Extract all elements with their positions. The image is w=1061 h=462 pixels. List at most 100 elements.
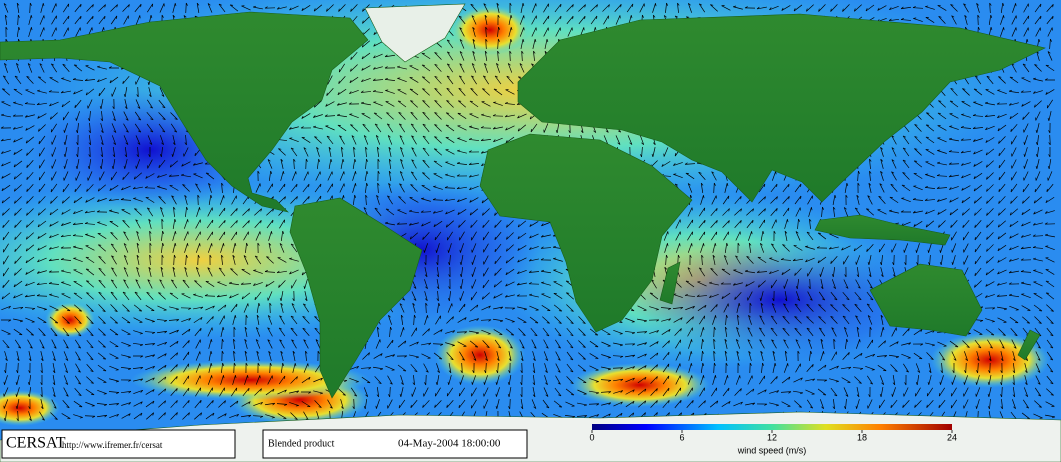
wind-patch xyxy=(570,363,710,407)
wind-arrow xyxy=(434,112,442,120)
wind-arrow xyxy=(184,243,189,253)
wind-arrow xyxy=(797,350,800,362)
wind-arrow xyxy=(469,125,479,130)
wind-arrow xyxy=(998,208,1006,216)
wind-arrow xyxy=(123,267,129,277)
wind-arrow xyxy=(182,279,190,289)
wind-arrow xyxy=(13,137,23,143)
wind-arrow xyxy=(26,328,34,336)
wind-arrow xyxy=(146,123,154,133)
wind-arrow xyxy=(1,319,12,322)
wind-arrow xyxy=(17,14,20,26)
wind-arrow xyxy=(493,306,504,310)
wind-arrow xyxy=(734,208,742,216)
wind-arrow xyxy=(25,244,35,252)
wind-arrow xyxy=(269,362,272,374)
wind-arrow xyxy=(1000,15,1005,25)
wind-arrow xyxy=(687,267,693,277)
wind-arrow xyxy=(278,327,286,337)
wind-arrow xyxy=(421,342,432,346)
wind-arrow xyxy=(184,266,188,277)
wind-arrow xyxy=(63,147,68,158)
wind-arrow xyxy=(207,327,213,337)
wind-arrow xyxy=(365,194,368,206)
wind-arrow xyxy=(303,363,309,373)
wind-arrow xyxy=(831,266,836,278)
wind-arrow xyxy=(25,136,35,144)
wind-arrow xyxy=(459,63,465,73)
wind-arrow xyxy=(421,197,431,202)
wind-arrow xyxy=(494,268,502,276)
wind-arrow xyxy=(795,278,800,290)
wind-arrow xyxy=(301,113,311,119)
wind-arrow xyxy=(253,282,263,286)
wind-arrow xyxy=(698,267,706,277)
wind-arrow xyxy=(195,231,201,241)
wind-arrow xyxy=(195,243,201,253)
wind-arrow xyxy=(49,77,59,83)
wind-arrow xyxy=(109,220,119,227)
wind-arrow xyxy=(986,196,994,204)
wind-arrow xyxy=(123,123,129,133)
wind-arrow xyxy=(98,244,106,252)
wind-arrow xyxy=(469,197,479,203)
wind-arrow xyxy=(508,38,513,49)
wind-arrow xyxy=(182,340,190,348)
wind-arrow xyxy=(230,231,238,241)
wind-arrow xyxy=(459,351,465,361)
wind-arrow xyxy=(1009,245,1019,251)
wind-arrow xyxy=(844,266,847,278)
wind-arrow xyxy=(62,15,70,25)
wind-arrow xyxy=(496,63,500,73)
wind-arrow xyxy=(829,365,839,371)
wind-arrow xyxy=(361,113,371,119)
wind-arrow xyxy=(133,197,143,202)
wind-arrow xyxy=(446,39,454,49)
wind-arrow xyxy=(422,88,430,96)
wind-arrow xyxy=(96,210,108,213)
wind-arrow xyxy=(554,15,562,25)
wind-arrow xyxy=(565,292,575,300)
wind-arrow xyxy=(436,279,440,290)
wind-arrow xyxy=(61,293,71,299)
wind-arrow xyxy=(553,257,563,262)
wind-arrow xyxy=(446,63,454,73)
wind-arrow xyxy=(302,303,310,313)
wind-arrow xyxy=(289,257,299,262)
wind-arrow xyxy=(100,135,104,146)
wind-arrow xyxy=(756,270,768,273)
wind-arrow xyxy=(506,220,514,228)
wind-arrow xyxy=(38,196,46,204)
wind-arrow xyxy=(229,4,239,12)
wind-arrow xyxy=(134,291,142,301)
wind-arrow xyxy=(172,266,176,277)
wind-arrow xyxy=(892,267,896,278)
wind-arrow xyxy=(889,196,899,204)
wind-arrow xyxy=(63,351,69,361)
wind-arrow xyxy=(170,123,178,133)
wind-arrow xyxy=(301,137,311,143)
wind-arrow xyxy=(73,89,83,95)
wind-arrow xyxy=(820,279,824,290)
wind-arrow xyxy=(675,351,681,361)
wind-arrow xyxy=(543,3,549,13)
wind-arrow xyxy=(52,375,56,386)
wind-arrow xyxy=(205,412,215,420)
wind-arrow xyxy=(734,292,742,300)
wind-arrow xyxy=(278,280,286,288)
wind-arrow xyxy=(241,5,251,11)
wind-arrow xyxy=(553,292,563,300)
wind-arrow xyxy=(74,183,82,193)
wind-arrow xyxy=(998,147,1006,157)
wind-arrow xyxy=(108,391,120,394)
wind-arrow xyxy=(84,222,96,225)
wind-arrow xyxy=(108,403,120,406)
wind-arrow xyxy=(664,243,669,253)
wind-arrow xyxy=(195,375,201,385)
wind-arrow xyxy=(1022,183,1030,193)
wind-arrow xyxy=(4,14,8,25)
wind-arrow xyxy=(435,315,441,325)
wind-arrow xyxy=(15,375,20,385)
wind-arrow xyxy=(386,123,394,133)
wind-arrow xyxy=(507,339,513,349)
